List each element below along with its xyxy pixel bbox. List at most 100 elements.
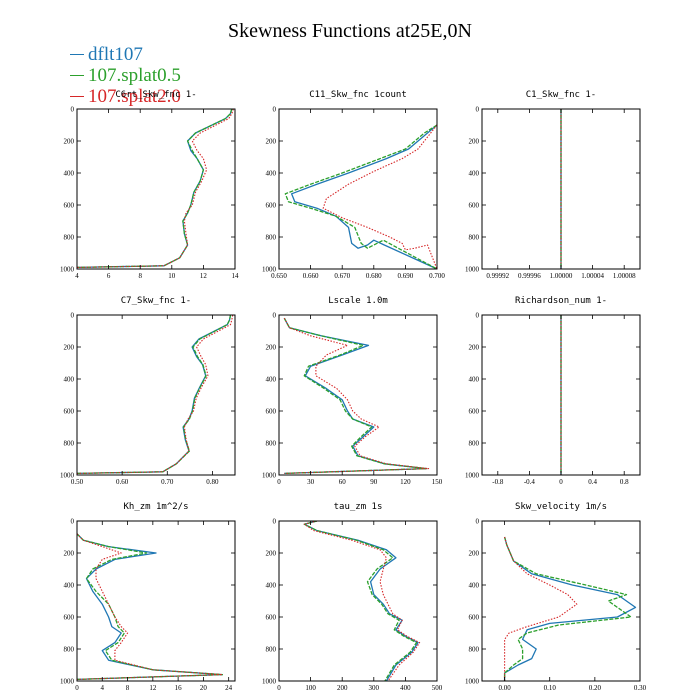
panel-title: tau_zm 1s — [334, 502, 383, 512]
y-tick-label: 800 — [469, 646, 480, 654]
x-tick-label: 0 — [75, 684, 79, 692]
x-tick-label: 6 — [107, 272, 111, 280]
series-line-2 — [303, 521, 421, 681]
x-tick-label: 8 — [126, 684, 130, 692]
x-tick-label: 0.660 — [303, 272, 319, 280]
y-tick-label: 400 — [469, 376, 480, 384]
y-tick-label: 200 — [64, 344, 75, 352]
series-line-0 — [503, 536, 637, 681]
x-tick-label: 12 — [149, 684, 157, 692]
y-tick-label: 600 — [266, 614, 277, 622]
x-tick-label: 0 — [559, 478, 563, 486]
legend-item-dflt107: dflt107 — [70, 45, 143, 65]
series-line-1 — [283, 317, 428, 475]
x-tick-label: 100 — [305, 684, 316, 692]
plot-frame — [76, 314, 236, 476]
series-line-1 — [503, 536, 632, 681]
y-tick-label: 200 — [469, 344, 480, 352]
panel-title: C1_Skw_fnc 1- — [526, 90, 596, 100]
x-tick-label: 12 — [200, 272, 208, 280]
y-tick-label: 400 — [64, 170, 75, 178]
y-tick-label: 1000 — [465, 472, 480, 480]
y-tick-label: 200 — [469, 138, 480, 146]
x-tick-label: 60 — [339, 478, 347, 486]
series-line-0 — [77, 109, 233, 269]
y-tick-label: 0 — [476, 518, 480, 526]
legend-label: dflt107 — [88, 44, 143, 65]
y-tick-label: 0 — [476, 106, 480, 114]
x-tick-label: 8 — [138, 272, 142, 280]
panel-title: Lscale 1.0m — [328, 296, 388, 306]
x-tick-label: 0.99996 — [518, 272, 541, 280]
x-tick-label: 1.00008 — [613, 272, 636, 280]
series-line-0 — [77, 315, 232, 475]
y-tick-label: 200 — [266, 344, 277, 352]
y-tick-label: 800 — [266, 646, 277, 654]
y-tick-label: 0 — [71, 518, 75, 526]
x-tick-label: 0.4 — [588, 478, 597, 486]
x-tick-label: 16 — [175, 684, 183, 692]
x-tick-label: 0.60 — [116, 478, 129, 486]
legend-swatch-icon — [70, 75, 84, 77]
y-tick-label: 800 — [64, 234, 75, 242]
legend-item-splat20: 107.splat2.0 — [70, 87, 181, 107]
x-tick-label: 30 — [307, 478, 315, 486]
y-tick-label: 800 — [469, 234, 480, 242]
y-tick-label: 800 — [64, 646, 75, 654]
y-tick-label: 1000 — [262, 472, 277, 480]
y-tick-label: 600 — [469, 408, 480, 416]
plot-frame — [76, 520, 236, 682]
panel-title: C11_Skw_fnc 1count — [309, 90, 407, 100]
x-tick-label: 1.00004 — [581, 272, 604, 280]
x-tick-label: 400 — [400, 684, 411, 692]
x-tick-label: 0.80 — [206, 478, 219, 486]
y-tick-label: 600 — [266, 202, 277, 210]
y-tick-label: 600 — [469, 202, 480, 210]
y-tick-label: 400 — [266, 170, 277, 178]
x-tick-label: 0.700 — [429, 272, 445, 280]
panel-title: Kh_zm 1m^2/s — [123, 502, 188, 512]
legend-swatch-icon — [70, 96, 84, 98]
x-tick-label: 0.30 — [634, 684, 647, 692]
y-tick-label: 600 — [64, 614, 75, 622]
y-tick-label: 800 — [266, 440, 277, 448]
x-tick-label: 0.670 — [334, 272, 350, 280]
series-line-1 — [303, 521, 418, 681]
y-tick-label: 1000 — [465, 266, 480, 274]
series-line-1 — [77, 315, 232, 475]
panel-title: C6rt_Skw_fnc 1- — [115, 90, 196, 100]
y-tick-label: 200 — [64, 138, 75, 146]
chart-title: Skewness Functions at25E,0N — [228, 20, 472, 42]
x-tick-label: 20 — [200, 684, 208, 692]
panel-1: C11_Skw_fnc 1count 0 200 400 600 800 10000.650… — [262, 90, 445, 280]
legend-item-splat05: 107.splat0.5 — [70, 66, 181, 86]
y-tick-label: 600 — [469, 614, 480, 622]
x-tick-label: 4 — [101, 684, 105, 692]
y-tick-label: 200 — [64, 550, 75, 558]
x-tick-label: 150 — [432, 478, 443, 486]
legend-label: 107.splat2.0 — [88, 86, 181, 107]
x-tick-label: 0.650 — [271, 272, 287, 280]
y-tick-label: 200 — [469, 550, 480, 558]
y-tick-label: 800 — [64, 440, 75, 448]
y-tick-label: 400 — [266, 582, 277, 590]
y-tick-label: 200 — [266, 138, 277, 146]
plot-frame — [278, 314, 438, 476]
y-tick-label: 1000 — [465, 678, 480, 686]
y-tick-label: 1000 — [262, 266, 277, 274]
series-line-1 — [77, 533, 224, 681]
series-line-2 — [322, 124, 437, 269]
legend-label: 107.splat0.5 — [88, 65, 181, 86]
y-tick-label: 1000 — [262, 678, 277, 686]
y-tick-label: 400 — [266, 376, 277, 384]
series-line-1 — [77, 109, 233, 269]
y-tick-label: 600 — [64, 202, 75, 210]
y-tick-label: 400 — [469, 170, 480, 178]
x-tick-label: 0.20 — [589, 684, 602, 692]
y-tick-label: 800 — [266, 234, 277, 242]
